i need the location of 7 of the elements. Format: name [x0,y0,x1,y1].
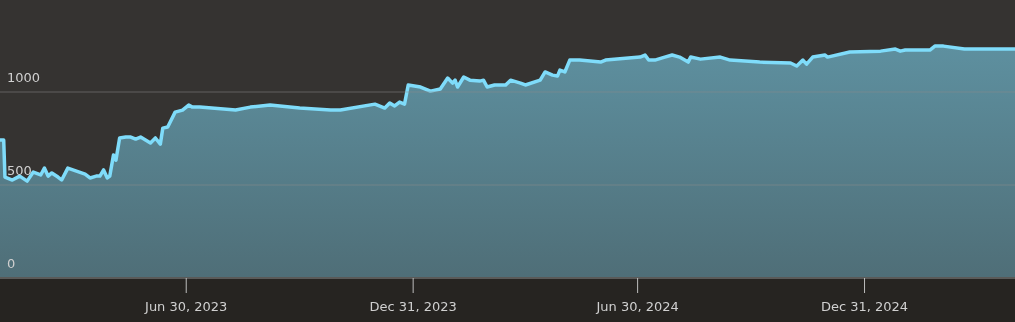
x-tick-label: Jun 30, 2023 [144,299,228,314]
x-tick-label: Jun 30, 2024 [595,299,679,314]
y-tick-label: 0 [7,256,16,271]
x-tick-label: Dec 31, 2024 [820,299,909,314]
y-tick-label: 500 [7,163,32,179]
x-tick-label: Dec 31, 2023 [369,299,457,314]
y-tick-label: 1000 [7,70,41,86]
